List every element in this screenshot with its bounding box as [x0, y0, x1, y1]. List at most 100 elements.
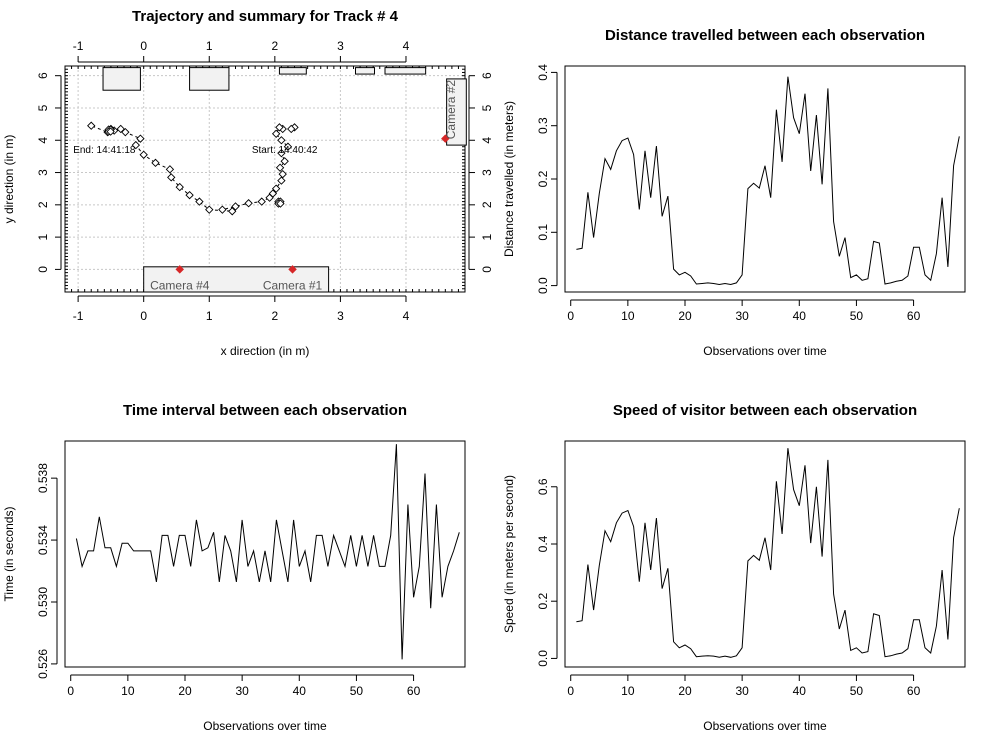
x-tick-label: 40 [293, 684, 307, 698]
y-tick-label: 6 [36, 72, 50, 79]
plot-frame [64, 65, 466, 293]
trajectory-point [136, 134, 145, 143]
x-tick-label: 50 [350, 684, 364, 698]
trajectory-point [165, 165, 175, 174]
y-tick-label: 0.2 [536, 170, 550, 187]
x-tick-label: 40 [793, 684, 807, 698]
x-tick-label: 20 [678, 684, 692, 698]
floor-box [384, 67, 427, 75]
x-tick-label: 0 [567, 309, 574, 323]
camera-marker [175, 265, 184, 274]
y-tick-label: 0.4 [536, 64, 550, 81]
x-tick-label: -1 [73, 309, 84, 323]
trajectory-point [271, 184, 281, 193]
top-tick-label: 3 [337, 39, 344, 53]
series-line [576, 448, 960, 658]
trajectory-point [218, 205, 227, 214]
x-tick-label: 10 [621, 309, 635, 323]
y-tick-label: 0.1 [536, 224, 550, 241]
trajectory-point [277, 176, 286, 185]
top-tick-label: 1 [206, 39, 213, 53]
y-tick-label: 0.534 [36, 525, 50, 555]
x-tick-label: 10 [121, 684, 135, 698]
x-tick-label: 20 [678, 309, 692, 323]
y-tick-label: 0.2 [536, 593, 550, 610]
trajectory-point [151, 158, 160, 168]
x-tick-label: 3 [337, 309, 344, 323]
x-tick-label: 10 [621, 684, 635, 698]
floor-box [446, 78, 467, 146]
right-tick-label: 3 [480, 169, 494, 176]
y-tick-label: 0.526 [36, 649, 50, 679]
chart-title: Distance travelled between each observat… [605, 27, 925, 44]
trajectory-point [244, 199, 253, 208]
y-tick-label: 4 [36, 137, 50, 144]
y-tick-label: 3 [36, 169, 50, 176]
camera-marker [441, 134, 450, 143]
trajectory-point [195, 197, 204, 206]
x-axis-label: Observations over time [703, 344, 827, 358]
trajectory-point [271, 129, 281, 138]
right-tick-label: 6 [480, 72, 494, 79]
series-line [75, 444, 460, 660]
trajectory-point [257, 197, 266, 206]
floor-box [143, 266, 330, 293]
x-tick-label: 0 [140, 309, 147, 323]
floor-box [278, 67, 307, 75]
x-tick-label: 30 [235, 684, 249, 698]
y-axis-label: Time (in seconds) [2, 507, 16, 602]
trajectory-point [121, 128, 130, 137]
trajectory-point [175, 182, 184, 192]
trajectory-point [185, 190, 194, 200]
right-tick-label: 4 [480, 137, 494, 144]
trajectory-point [205, 205, 214, 214]
right-tick-label: 1 [480, 233, 494, 240]
y-tick-label: 0.3 [536, 117, 550, 134]
y-tick-label: 0.0 [536, 277, 550, 294]
x-tick-label: 30 [735, 309, 749, 323]
camera-marker [288, 265, 297, 274]
x-axis-label: Observations over time [203, 719, 327, 733]
floor-box [102, 67, 141, 91]
x-tick-label: 40 [793, 309, 807, 323]
trajectory-path [91, 125, 289, 212]
trajectory-point [283, 142, 293, 151]
y-axis-label: Distance travelled (in meters) [502, 101, 516, 257]
speed-plot: Speed of visitor between each observatio… [502, 402, 966, 733]
x-tick-label: 30 [735, 684, 749, 698]
right-tick-label: 0 [480, 266, 494, 273]
camera-label: Camera #4 [150, 278, 210, 292]
trajectory-point [167, 173, 176, 182]
cluster-point [276, 199, 285, 208]
chart-title: Trajectory and summary for Track # 4 [132, 8, 399, 25]
camera-label: Camera #1 [263, 278, 323, 292]
plot-frame [564, 65, 966, 293]
y-tick-label: 0.0 [536, 650, 550, 667]
trajectory-point [277, 148, 286, 158]
camera-label: Camera #2 [444, 80, 458, 140]
end-label: End: 14:41:18 [73, 145, 136, 156]
y-tick-label: 0.6 [536, 478, 550, 495]
trajectory-point [131, 140, 140, 150]
trajectory-point [275, 123, 284, 132]
trajectory-point [87, 121, 96, 130]
start-label: Start: 14:40:42 [252, 145, 318, 156]
x-tick-label: 0 [567, 684, 574, 698]
y-tick-label: 2 [36, 201, 50, 208]
x-tick-label: 50 [850, 684, 864, 698]
plot-frame [64, 440, 466, 668]
series-line [576, 76, 960, 286]
trajectory-point [287, 124, 296, 134]
y-tick-label: 0.4 [536, 535, 550, 552]
top-tick-label: 0 [140, 39, 147, 53]
trajectory-point [231, 202, 240, 211]
x-tick-label: 4 [403, 309, 410, 323]
x-tick-label: 60 [407, 684, 421, 698]
top-tick-label: 4 [403, 39, 410, 53]
y-tick-label: 0.530 [36, 587, 50, 617]
trajectory-plot: Trajectory and summary for Track # 4 -1 0 1… [2, 8, 494, 358]
right-tick-label: 2 [480, 201, 494, 208]
y-tick-label: 1 [36, 233, 50, 240]
top-tick-label: -1 [73, 39, 84, 53]
